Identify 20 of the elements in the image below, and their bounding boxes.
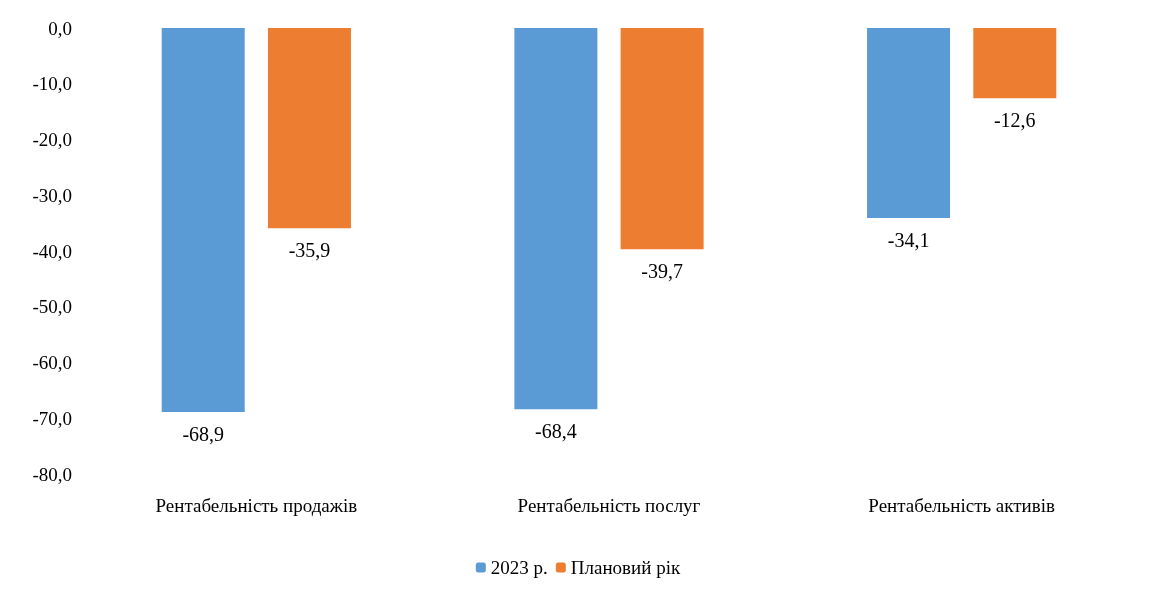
data-label: -39,7 <box>641 260 683 283</box>
y-tick-label: -20,0 <box>32 129 72 150</box>
data-label: -35,9 <box>288 239 331 262</box>
data-label: -68,4 <box>535 420 577 443</box>
y-tick-label: -10,0 <box>32 73 72 95</box>
y-tick-label: -70,0 <box>32 407 72 429</box>
x-tick-label: Рентабельність послуг <box>517 495 701 516</box>
legend-label: Плановий рік <box>570 557 681 578</box>
y-tick-label: -40,0 <box>32 240 72 262</box>
y-tick-label: -60,0 <box>32 352 72 373</box>
y-tick-label: -50,0 <box>32 296 72 318</box>
y-tick-label: 0,0 <box>48 17 72 39</box>
data-label: -12,6 <box>993 109 1036 132</box>
legend-label: 2023 р. <box>490 557 548 578</box>
data-label: -68,9 <box>182 423 225 446</box>
data-label: -34,1 <box>887 229 930 252</box>
y-tick-label: -80,0 <box>32 463 72 485</box>
x-tick-label: Рентабельність активів <box>868 495 1055 516</box>
y-tick-label: -30,0 <box>32 184 72 206</box>
x-tick-label: Рентабельність продажів <box>155 495 358 516</box>
